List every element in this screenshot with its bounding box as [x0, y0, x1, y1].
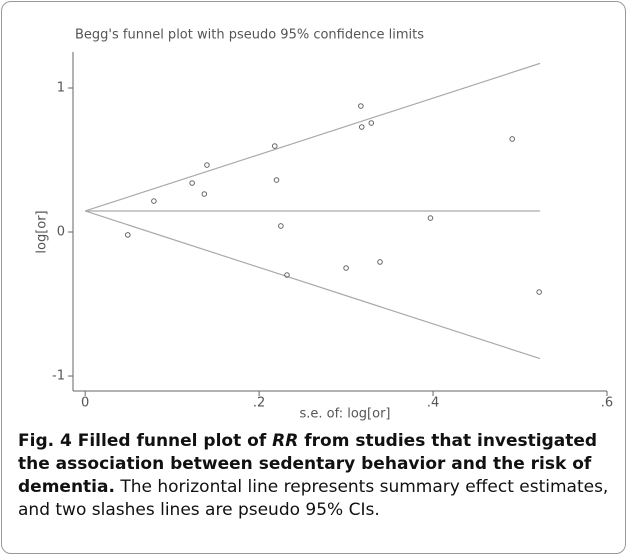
point — [201, 191, 208, 197]
point — [151, 198, 157, 204]
reference-line — [84, 62, 541, 212]
point — [343, 265, 349, 271]
x-tick-label: 0 — [81, 396, 89, 411]
x-tick-label: .6 — [601, 396, 613, 411]
point — [189, 180, 195, 186]
point — [509, 136, 516, 142]
reference-line — [84, 210, 541, 360]
x-axis-label: s.e. of: log[or] — [299, 407, 390, 422]
caption-text: The horizontal line represents summary e… — [18, 477, 609, 520]
point — [427, 215, 434, 221]
caption-italic: RR — [272, 431, 299, 451]
chart-title: Begg's funnel plot with pseudo 95% confi… — [75, 28, 424, 43]
x-tick-label: .4 — [427, 396, 439, 411]
point — [271, 143, 278, 149]
point — [377, 259, 383, 265]
chart: Begg's funnel plot with pseudo 95% confi… — [35, 28, 614, 422]
point — [368, 120, 375, 126]
point — [536, 289, 542, 295]
y-tick-label: 1 — [57, 81, 65, 96]
point — [358, 103, 364, 109]
point — [273, 177, 280, 183]
caption: Fig. 4 Filled funnel plot of RR from stu… — [18, 430, 614, 522]
point — [204, 162, 210, 168]
x-tick-label: .2 — [253, 396, 265, 411]
y-tick-label: 0 — [57, 225, 65, 240]
caption-bold: from studies that investigated the assoc… — [18, 431, 598, 497]
caption-bold: Fig. 4 Filled funnel plot of — [18, 431, 273, 451]
y-tick-label: -1 — [52, 369, 65, 384]
point — [124, 232, 131, 238]
point — [358, 124, 365, 130]
point — [284, 272, 290, 278]
y-axis-label: log[or] — [35, 210, 50, 253]
point — [278, 223, 284, 229]
